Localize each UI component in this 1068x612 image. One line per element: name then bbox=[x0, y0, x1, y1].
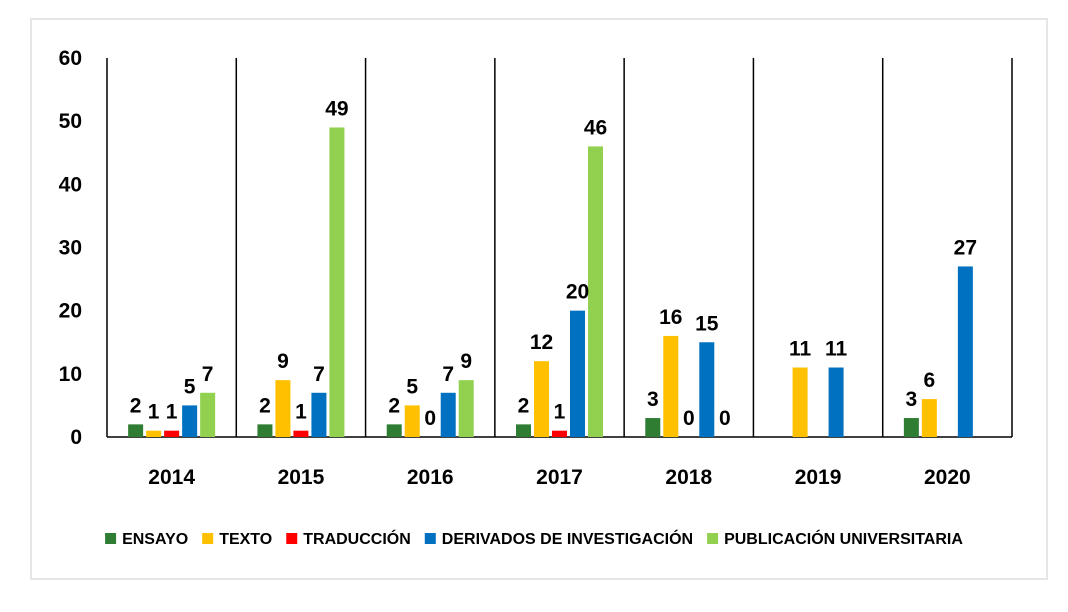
bar-derivados-de-investigaci-n bbox=[311, 392, 327, 437]
bar-derivados-de-investigaci-n bbox=[570, 310, 585, 437]
legend-swatch bbox=[202, 533, 214, 544]
y-tick-label: 50 bbox=[59, 110, 82, 133]
bar-traducci-n bbox=[164, 430, 180, 437]
data-label: 7 bbox=[442, 363, 454, 386]
bar-publicaci-n-universitaria bbox=[200, 392, 216, 437]
data-label: 49 bbox=[325, 97, 348, 120]
x-tick-label: 2016 bbox=[407, 466, 454, 489]
data-label: 20 bbox=[566, 281, 589, 304]
bar-texto bbox=[792, 367, 808, 437]
data-label: 1 bbox=[148, 401, 160, 424]
data-label: 9 bbox=[277, 350, 289, 373]
data-label: 27 bbox=[954, 236, 977, 259]
bar-ensayo bbox=[645, 418, 661, 437]
bar-texto bbox=[146, 430, 162, 437]
data-label: 0 bbox=[424, 407, 436, 430]
data-label: 2 bbox=[259, 394, 271, 417]
legend-swatch bbox=[286, 533, 298, 544]
data-label: 5 bbox=[406, 375, 418, 398]
legend-label: TRADUCCIÓN bbox=[303, 529, 411, 548]
legend-swatch bbox=[707, 533, 719, 544]
data-label: 1 bbox=[554, 401, 566, 424]
x-tick-label: 2020 bbox=[924, 466, 971, 489]
y-tick-label: 10 bbox=[59, 363, 82, 386]
bar-texto bbox=[921, 399, 937, 437]
legend-label: DERIVADOS DE INVESTIGACIÓN bbox=[442, 529, 693, 548]
bar-derivados-de-investigaci-n bbox=[828, 367, 844, 437]
x-tick-label: 2014 bbox=[148, 466, 195, 489]
bar-derivados-de-investigaci-n bbox=[957, 266, 973, 437]
chart-frame bbox=[30, 18, 1048, 580]
data-label: 15 bbox=[695, 312, 719, 335]
data-label: 5 bbox=[184, 375, 196, 398]
data-label: 16 bbox=[659, 306, 682, 329]
bar-ensayo bbox=[903, 418, 919, 437]
data-label: 1 bbox=[166, 401, 178, 424]
data-label: 9 bbox=[460, 350, 472, 373]
bar-texto bbox=[404, 405, 420, 437]
data-label: 11 bbox=[789, 338, 812, 361]
bar-publicaci-n-universitaria bbox=[588, 146, 603, 437]
data-label: 3 bbox=[647, 388, 659, 411]
bar-derivados-de-investigaci-n bbox=[440, 392, 456, 437]
data-label: 2 bbox=[130, 394, 142, 417]
bar-ensayo bbox=[257, 424, 273, 437]
data-label: 2 bbox=[388, 394, 400, 417]
y-tick-label: 30 bbox=[59, 237, 82, 260]
x-tick-label: 2017 bbox=[536, 466, 583, 489]
y-tick-label: 0 bbox=[70, 426, 82, 449]
legend-swatch bbox=[105, 533, 117, 544]
bar-texto bbox=[663, 335, 679, 437]
data-label: 12 bbox=[530, 331, 553, 354]
bar-publicaci-n-universitaria bbox=[458, 380, 474, 437]
bar-publicaci-n-universitaria bbox=[329, 127, 345, 437]
x-tick-label: 2019 bbox=[795, 466, 842, 489]
bar-ensayo bbox=[516, 424, 531, 437]
data-label: 0 bbox=[719, 407, 731, 430]
bar-texto bbox=[534, 361, 549, 437]
data-label: 3 bbox=[906, 388, 918, 411]
data-label: 6 bbox=[924, 369, 936, 392]
bar-traducci-n bbox=[293, 430, 309, 437]
legend-label: TEXTO bbox=[219, 531, 272, 548]
data-label: 0 bbox=[683, 407, 695, 430]
data-label: 46 bbox=[584, 116, 607, 139]
data-label: 7 bbox=[313, 363, 325, 386]
bar-derivados-de-investigaci-n bbox=[182, 405, 198, 437]
data-label: 11 bbox=[825, 338, 848, 361]
x-tick-label: 2018 bbox=[665, 466, 712, 489]
legend-swatch bbox=[424, 533, 436, 544]
bar-derivados-de-investigaci-n bbox=[699, 342, 715, 437]
bar-ensayo bbox=[128, 424, 144, 437]
y-tick-label: 20 bbox=[59, 300, 82, 323]
bar-traducci-n bbox=[552, 430, 567, 437]
data-label: 7 bbox=[202, 363, 214, 386]
legend-label: PUBLICACIÓN UNIVERSITARIA bbox=[724, 529, 963, 548]
y-tick-label: 60 bbox=[59, 47, 82, 70]
data-label: 1 bbox=[295, 401, 307, 424]
legend-label: ENSAYO bbox=[122, 531, 188, 548]
y-tick-label: 40 bbox=[59, 173, 82, 196]
bar-ensayo bbox=[386, 424, 402, 437]
bar-texto bbox=[275, 380, 291, 437]
x-tick-label: 2015 bbox=[278, 466, 325, 489]
data-label: 2 bbox=[518, 394, 530, 417]
